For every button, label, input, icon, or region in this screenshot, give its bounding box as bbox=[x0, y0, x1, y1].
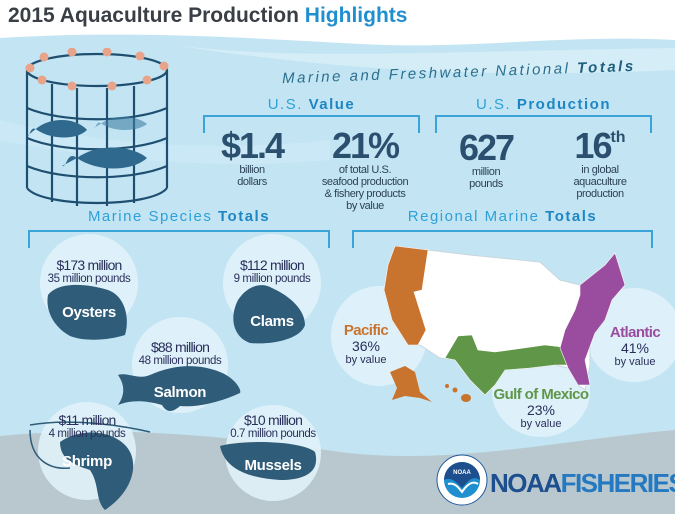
map-pacific-region bbox=[383, 245, 429, 346]
marine-species-bracket bbox=[28, 230, 330, 248]
noaa-fisheries-wordmark: NOAAFISHERIES bbox=[490, 468, 675, 498]
region-gulf-of-mexico: Gulf of Mexico 23% by value bbox=[493, 386, 590, 431]
noaa-seal-logo: NOAA bbox=[436, 454, 488, 506]
species-mussels: $10 million 0.7 million pounds Mussels bbox=[230, 412, 316, 475]
net-pen-illustration bbox=[25, 48, 169, 206]
stat-value-share: 21% of total U.S. seafood production & f… bbox=[321, 125, 409, 213]
map-atlantic-region bbox=[559, 252, 626, 386]
svg-text:NOAA: NOAA bbox=[453, 470, 471, 476]
species-shrimp: $11 million 4 million pounds Shrimp bbox=[48, 412, 126, 471]
salmon-icon bbox=[118, 366, 241, 411]
species-clams: $112 million 9 million pounds Clams bbox=[233, 257, 311, 331]
us-production-bracket bbox=[435, 115, 652, 133]
map-hawaii bbox=[445, 384, 471, 402]
shrimp-icon bbox=[60, 432, 134, 510]
map-alaska bbox=[390, 366, 432, 402]
regional-bracket bbox=[352, 230, 653, 248]
stat-production-pounds: 627 million pounds bbox=[458, 127, 515, 191]
clam-icon bbox=[233, 285, 305, 344]
species-shapes bbox=[29, 284, 317, 510]
species-salmon: $88 million 48 million pounds Salmon bbox=[138, 339, 222, 402]
map-gulf-region bbox=[444, 334, 571, 396]
region-atlantic: Atlantic 41% by value bbox=[609, 324, 661, 369]
species-oysters: $173 million 35 million pounds Oysters bbox=[47, 257, 131, 322]
marine-species-heading: Marine Species Totals bbox=[87, 208, 271, 225]
oyster-icon bbox=[47, 284, 127, 340]
fish-icon bbox=[27, 119, 87, 138]
us-production-heading: U.S. Production bbox=[475, 96, 612, 113]
region-pacific: Pacific 36% by value bbox=[343, 322, 389, 367]
mussel-icon bbox=[220, 442, 317, 480]
stat-value-dollars: $1.4 billion dollars bbox=[220, 125, 285, 189]
us-value-heading: U.S. Value bbox=[267, 96, 356, 113]
stat-production-rank: 16th in global aquaculture production bbox=[573, 125, 627, 201]
us-value-bracket bbox=[203, 115, 420, 133]
page-title: 2015 Aquaculture Production Highlights bbox=[8, 4, 408, 27]
regional-heading: Regional Marine Totals bbox=[407, 208, 598, 225]
